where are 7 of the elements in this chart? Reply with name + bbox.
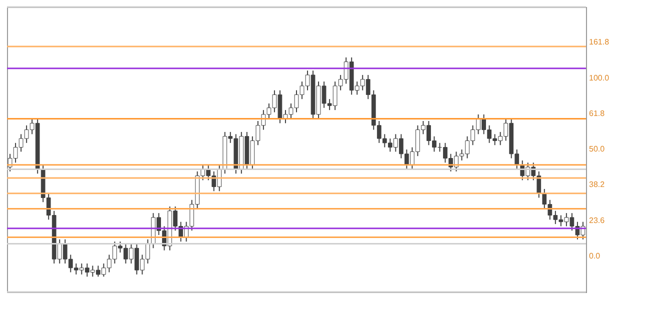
text: 61.8: [589, 108, 606, 118]
text: 0.0: [589, 251, 601, 260]
text: 161.8: [589, 38, 610, 47]
text: 100.0: [589, 73, 610, 82]
text: 50.0: [589, 144, 606, 154]
text: 38.2: [589, 180, 606, 190]
text: 23.6: [589, 216, 606, 225]
